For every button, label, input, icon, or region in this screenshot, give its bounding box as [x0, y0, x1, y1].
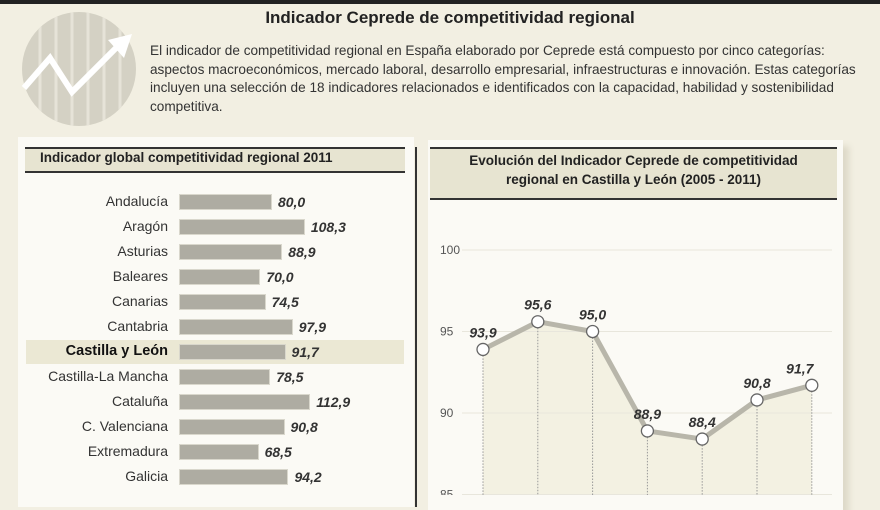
top-rule	[0, 0, 880, 4]
bar-value-label: 112,9	[316, 394, 351, 410]
bar	[179, 194, 272, 210]
bar-label: Cataluña	[111, 393, 168, 409]
data-label: 91,7	[786, 360, 814, 376]
bar-label: C. Valenciana	[81, 418, 168, 434]
bar	[179, 244, 283, 260]
bar	[179, 319, 293, 335]
data-point	[695, 432, 709, 446]
bar-value-label: 78,5	[276, 369, 304, 385]
bar-row: Andalucía 80,0	[26, 190, 404, 214]
bar-label: Cantabria	[107, 318, 168, 334]
bar-label: Andalucía	[105, 193, 168, 209]
data-point	[750, 393, 764, 407]
bar-label: Castilla-La Mancha	[48, 368, 168, 384]
bar-label: Asturias	[117, 243, 168, 259]
bar-label: Aragón	[122, 218, 168, 234]
bar	[179, 469, 289, 485]
bar-row: Extremadura 68,5	[26, 440, 404, 464]
bar	[179, 219, 305, 235]
bar-value-label: 90,8	[290, 419, 318, 435]
line-chart-title-line2: regional en Castilla y León (2005 - 2011…	[505, 172, 762, 187]
line-chart: 100 95 90 85 93,9 95,6 95,0 88,9 88,4 90,8 91,7	[440, 243, 832, 496]
bar	[179, 394, 311, 410]
bar	[179, 294, 266, 310]
data-point	[805, 378, 819, 392]
bar	[179, 419, 285, 435]
data-point	[531, 315, 545, 329]
bar-label: Galicia	[125, 468, 168, 484]
intro-text: El indicador de competitividad regional …	[150, 43, 856, 114]
bar	[179, 369, 271, 385]
bar-row: Canarias 74,5	[26, 290, 404, 314]
bar-value-label: 91,7	[291, 344, 319, 360]
data-point	[640, 424, 655, 438]
bar-label: Baleares	[112, 268, 168, 284]
data-label: 93,9	[469, 324, 496, 340]
bar-row: Castilla-La Mancha 78,5	[26, 365, 404, 389]
bar-row: Aragón 108,3	[26, 215, 404, 239]
bar-value-label: 80,0	[277, 194, 306, 210]
line-area	[483, 321, 812, 495]
bar-value-label: 88,9	[288, 244, 316, 260]
bar-value-label: 97,9	[298, 319, 326, 335]
bar-label: Extremadura	[87, 443, 168, 459]
bar-row: Castilla y León 91,7	[26, 340, 404, 364]
data-point	[585, 324, 600, 339]
growth-chart-icon	[21, 12, 136, 126]
page-title: Indicador Ceprede de competitividad regi…	[265, 8, 635, 27]
bar	[179, 444, 259, 460]
data-label: 95,6	[524, 297, 551, 313]
bar	[179, 269, 261, 285]
data-point	[476, 342, 490, 357]
divider	[415, 147, 417, 507]
line-chart-title-line1: Evolución del Indicador Ceprede de compe…	[469, 153, 798, 168]
bar-value-label: 68,5	[264, 444, 292, 460]
y-tick-label: 85	[440, 488, 454, 496]
y-tick-label: 100	[440, 243, 460, 257]
bar-value-label: 108,3	[310, 219, 346, 235]
bar-label: Canarias	[111, 293, 168, 309]
bar-row: Cataluña 112,9	[26, 390, 404, 414]
data-label: 88,4	[689, 414, 716, 430]
bar-value-label: 70,0	[266, 269, 294, 285]
bar-row: C. Valenciana 90,8	[26, 415, 404, 439]
bar-value-label: 74,5	[271, 294, 299, 310]
bar-row: Cantabria 97,9	[26, 315, 404, 339]
data-label: 90,8	[743, 375, 770, 391]
bar-label: Castilla y León	[65, 343, 168, 359]
y-tick-label: 95	[440, 325, 454, 339]
data-label: 88,9	[634, 406, 661, 422]
bar-value-label: 94,2	[294, 469, 322, 485]
bar-row: Galicia 94,2	[26, 465, 404, 489]
bar-row: Asturias 88,9	[26, 240, 404, 264]
y-tick-label: 90	[440, 406, 454, 420]
bar-row: Baleares 70,0	[26, 265, 404, 289]
bar	[179, 344, 286, 360]
data-label: 95,0	[579, 307, 606, 323]
line-chart-title: Evolución del Indicador Ceprede de compe…	[430, 147, 837, 200]
bar-chart-title: Indicador global competitividad regional…	[25, 147, 405, 173]
